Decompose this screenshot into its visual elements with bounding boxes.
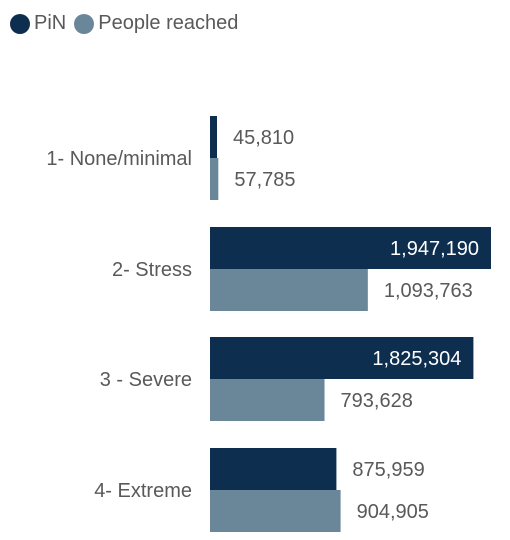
bar-pin-1 xyxy=(210,116,217,158)
value-label-pin-2: 1,947,190 xyxy=(390,238,479,260)
value-label-people-reached-3: 793,628 xyxy=(341,390,413,412)
bar-people-reached-3 xyxy=(210,379,325,421)
legend-swatch-people-reached xyxy=(74,13,95,34)
value-label-pin-4: 875,959 xyxy=(352,459,424,481)
value-label-pin-3: 1,825,304 xyxy=(372,348,461,370)
category-label-3: 3 - Severe xyxy=(100,369,192,391)
value-label-pin-1: 45,810 xyxy=(233,127,294,149)
bar-pin-3 xyxy=(210,337,474,379)
legend-swatch-pin xyxy=(10,13,30,34)
bar-pin-2 xyxy=(210,227,491,269)
category-label-1: 1- None/minimal xyxy=(46,148,192,170)
value-label-people-reached-2: 1,093,763 xyxy=(384,280,473,302)
bar-people-reached-2 xyxy=(210,269,368,311)
legend-item-pin: PiN xyxy=(10,12,66,35)
category-label-4: 4- Extreme xyxy=(94,480,192,502)
bar-pin-4 xyxy=(210,448,337,490)
chart-legend: PiN People reached xyxy=(10,12,238,35)
legend-item-people-reached: People reached xyxy=(74,12,238,35)
bar-people-reached-4 xyxy=(210,490,341,532)
legend-label-people-reached: People reached xyxy=(98,12,239,34)
bar-people-reached-1 xyxy=(210,158,219,200)
category-label-2: 2- Stress xyxy=(112,259,192,281)
value-label-people-reached-4: 904,905 xyxy=(357,501,429,523)
value-label-people-reached-1: 57,785 xyxy=(234,169,295,191)
legend-label-pin: PiN xyxy=(34,12,67,34)
